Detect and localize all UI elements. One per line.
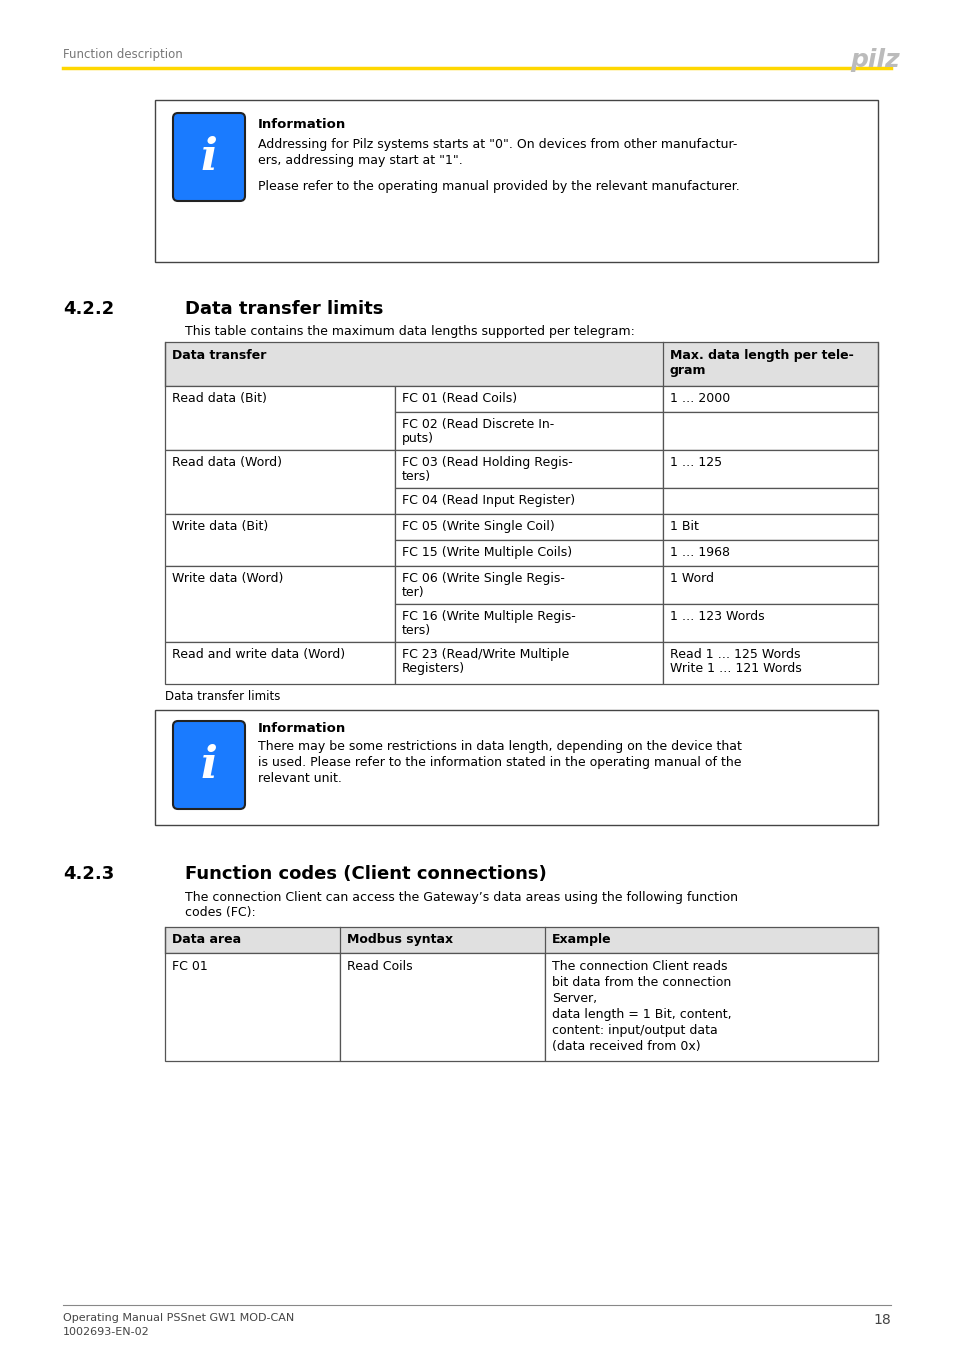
Bar	[165, 514, 395, 566]
Text: data length = 1 Bit, content,: data length = 1 Bit, content,	[552, 1008, 731, 1021]
Text: 18: 18	[872, 1314, 890, 1327]
Bar	[395, 514, 662, 540]
Bar	[662, 603, 877, 643]
Text: Read and write data (Word): Read and write data (Word)	[172, 648, 345, 662]
Text: i: i	[200, 744, 217, 787]
Text: (data received from 0x): (data received from 0x)	[552, 1040, 700, 1053]
Bar	[165, 927, 877, 953]
FancyBboxPatch shape	[172, 721, 245, 809]
Bar	[165, 386, 395, 450]
Bar	[339, 953, 544, 1061]
FancyBboxPatch shape	[172, 113, 245, 201]
Text: Write data (Word): Write data (Word)	[172, 572, 283, 585]
Text: FC 16 (Write Multiple Regis-: FC 16 (Write Multiple Regis-	[401, 610, 576, 622]
Text: FC 15 (Write Multiple Coils): FC 15 (Write Multiple Coils)	[401, 545, 572, 559]
Bar	[662, 566, 877, 603]
Text: Read 1 … 125 Words: Read 1 … 125 Words	[669, 648, 800, 662]
Text: relevant unit.: relevant unit.	[257, 772, 341, 784]
Text: FC 23 (Read/Write Multiple: FC 23 (Read/Write Multiple	[401, 648, 569, 662]
Text: Server,: Server,	[552, 992, 597, 1004]
Bar	[544, 953, 877, 1061]
Text: Write 1 … 121 Words: Write 1 … 121 Words	[669, 662, 801, 675]
Text: bit data from the connection: bit data from the connection	[552, 976, 731, 990]
Text: Data transfer: Data transfer	[172, 350, 266, 362]
Bar	[395, 487, 662, 514]
Text: ter): ter)	[401, 586, 424, 599]
Bar	[165, 450, 395, 514]
Bar	[165, 342, 877, 386]
Text: FC 03 (Read Holding Regis-: FC 03 (Read Holding Regis-	[401, 456, 572, 468]
Text: This table contains the maximum data lengths supported per telegram:: This table contains the maximum data len…	[185, 325, 634, 338]
Bar	[395, 450, 662, 487]
Text: ters): ters)	[401, 624, 431, 637]
Text: The connection Client reads: The connection Client reads	[552, 960, 727, 973]
Bar	[395, 603, 662, 643]
Text: pilz: pilz	[849, 49, 899, 72]
Text: FC 04 (Read Input Register): FC 04 (Read Input Register)	[401, 494, 575, 508]
Bar	[662, 450, 877, 487]
Text: ters): ters)	[401, 470, 431, 483]
Bar	[395, 643, 662, 684]
Bar	[662, 386, 877, 412]
Text: Read data (Word): Read data (Word)	[172, 456, 282, 468]
Text: Data transfer limits: Data transfer limits	[185, 300, 383, 319]
Bar	[662, 643, 877, 684]
Text: 1 … 2000: 1 … 2000	[669, 392, 729, 405]
Text: 1 … 123 Words: 1 … 123 Words	[669, 610, 763, 622]
Text: Please refer to the operating manual provided by the relevant manufacturer.: Please refer to the operating manual pro…	[257, 180, 739, 193]
Text: 1 … 1968: 1 … 1968	[669, 545, 729, 559]
Text: 1 Word: 1 Word	[669, 572, 713, 585]
Text: gram: gram	[669, 364, 706, 377]
Bar	[662, 540, 877, 566]
Text: The connection Client can access the Gateway’s data areas using the following fu: The connection Client can access the Gat…	[185, 891, 738, 904]
Text: ers, addressing may start at "1".: ers, addressing may start at "1".	[257, 154, 462, 167]
Text: is used. Please refer to the information stated in the operating manual of the: is used. Please refer to the information…	[257, 756, 740, 770]
Bar	[662, 514, 877, 540]
Text: i: i	[200, 135, 217, 178]
Bar	[662, 412, 877, 450]
Bar	[395, 412, 662, 450]
Text: Write data (Bit): Write data (Bit)	[172, 520, 268, 533]
Bar	[165, 953, 339, 1061]
Bar	[662, 487, 877, 514]
Text: 1002693-EN-02: 1002693-EN-02	[63, 1327, 150, 1336]
Bar	[165, 342, 877, 386]
Bar	[165, 643, 395, 684]
Bar	[154, 710, 877, 825]
Text: Function codes (Client connections): Function codes (Client connections)	[185, 865, 546, 883]
Text: Modbus syntax: Modbus syntax	[347, 933, 453, 946]
Text: Registers): Registers)	[401, 662, 465, 675]
Text: Addressing for Pilz systems starts at "0". On devices from other manufactur-: Addressing for Pilz systems starts at "0…	[257, 138, 737, 151]
Text: FC 05 (Write Single Coil): FC 05 (Write Single Coil)	[401, 520, 554, 533]
Text: 4.2.3: 4.2.3	[63, 865, 114, 883]
Text: Data transfer limits: Data transfer limits	[165, 690, 280, 703]
Bar	[395, 566, 662, 603]
Text: FC 02 (Read Discrete In-: FC 02 (Read Discrete In-	[401, 418, 554, 431]
Bar	[165, 927, 877, 953]
Text: Information: Information	[257, 722, 346, 734]
Bar	[395, 386, 662, 412]
Text: 1 Bit: 1 Bit	[669, 520, 699, 533]
Text: Function description: Function description	[63, 49, 183, 61]
Bar	[395, 540, 662, 566]
Text: content: input/output data: content: input/output data	[552, 1025, 717, 1037]
Bar	[154, 100, 877, 262]
Text: Read data (Bit): Read data (Bit)	[172, 392, 267, 405]
Text: 4.2.2: 4.2.2	[63, 300, 114, 319]
Text: FC 01 (Read Coils): FC 01 (Read Coils)	[401, 392, 517, 405]
Text: Operating Manual PSSnet GW1 MOD-CAN: Operating Manual PSSnet GW1 MOD-CAN	[63, 1314, 294, 1323]
Text: FC 01: FC 01	[172, 960, 208, 973]
Text: There may be some restrictions in data length, depending on the device that: There may be some restrictions in data l…	[257, 740, 741, 753]
Text: Max. data length per tele-: Max. data length per tele-	[669, 350, 853, 362]
Text: codes (FC):: codes (FC):	[185, 906, 255, 919]
Text: Information: Information	[257, 117, 346, 131]
Text: Read Coils: Read Coils	[347, 960, 413, 973]
Text: puts): puts)	[401, 432, 434, 446]
Text: Example: Example	[552, 933, 611, 946]
Text: Data area: Data area	[172, 933, 241, 946]
Text: 1 … 125: 1 … 125	[669, 456, 721, 468]
Text: FC 06 (Write Single Regis-: FC 06 (Write Single Regis-	[401, 572, 564, 585]
Bar	[165, 566, 395, 643]
